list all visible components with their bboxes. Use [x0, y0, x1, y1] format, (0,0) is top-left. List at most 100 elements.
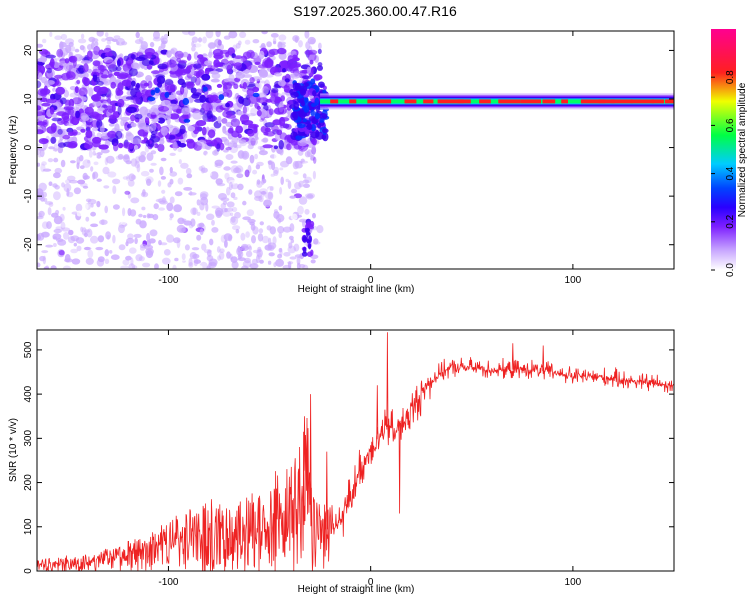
- heatmap-cell: [64, 138, 71, 143]
- heatmap-cell: [210, 189, 217, 193]
- heatmap-cell: [70, 160, 76, 164]
- heatmap-cell: [297, 109, 304, 118]
- heatmap-cell: [214, 207, 224, 217]
- heatmap-cell: [37, 234, 42, 241]
- heatmap-cell: [75, 203, 83, 212]
- heatmap-cell: [86, 228, 93, 238]
- heatmap-cell: [228, 31, 238, 39]
- heatmap-cell: [59, 213, 65, 222]
- heatmap-cell: [97, 235, 105, 243]
- heatmap-cell: [49, 106, 55, 115]
- heatmap-cell: [241, 150, 250, 160]
- heatmap-cell: [304, 208, 310, 215]
- heatmap-cell: [52, 183, 58, 188]
- heatmap-cell: [60, 97, 67, 105]
- heatmap-cell: [302, 118, 307, 123]
- heatmap-cell: [214, 38, 222, 48]
- heatmap-cell: [242, 51, 252, 60]
- heatmap-cell: [54, 80, 62, 87]
- heatmap-cell: [39, 97, 48, 103]
- heatmap-cell: [109, 250, 113, 254]
- heatmap-cell: [130, 114, 136, 122]
- heatmap-cell: [68, 229, 74, 236]
- heatmap-cell: [219, 248, 225, 253]
- heatmap-cell: [276, 47, 287, 55]
- heatmap-cell: [76, 210, 83, 217]
- heatmap-cell: [233, 83, 239, 90]
- heatmap-cell: [160, 41, 166, 50]
- heatmap-cell: [254, 61, 261, 66]
- heatmap-cell: [127, 233, 134, 240]
- heatmap-cell: [279, 167, 284, 171]
- heatmap-cell: [196, 139, 207, 146]
- heatmap-cell: [64, 58, 70, 64]
- heatmap-cell: [177, 147, 183, 153]
- heatmap-cell: [151, 118, 160, 123]
- heatmap-cell: [225, 51, 230, 58]
- heatmap-cell: [244, 39, 251, 45]
- heatmap-cell: [41, 250, 49, 254]
- heatmap-cell: [226, 89, 233, 98]
- heatmap-cell: [242, 82, 248, 90]
- heatmap-cell: [80, 128, 86, 133]
- heatmap-cell: [289, 235, 294, 240]
- heatmap-cell: [140, 191, 149, 198]
- heatmap-cell: [314, 97, 320, 106]
- heatmap-cell: [209, 238, 214, 246]
- heatmap-cell: [314, 112, 321, 120]
- heatmap-cell: [262, 137, 269, 143]
- heatmap-cell: [54, 74, 63, 79]
- heatmap-cell: [129, 209, 137, 217]
- heatmap-cell: [318, 42, 322, 50]
- heatmap-cell: [145, 176, 154, 184]
- heatmap-cell: [112, 185, 117, 194]
- heatmap-cell: [198, 222, 205, 228]
- heatmap-cell: [292, 35, 300, 42]
- heatmap-cell: [277, 43, 286, 49]
- heatmap-cell: [255, 164, 261, 170]
- heatmap-cell: [77, 179, 86, 185]
- heatmap-cell: [53, 228, 62, 234]
- heatmap-cell: [319, 118, 325, 123]
- heatmap-cell: [120, 116, 131, 121]
- heatmap-cell: [285, 156, 293, 165]
- heatmap-cell: [237, 183, 244, 191]
- heatmap-cell: [164, 91, 170, 98]
- heatmap-cell: [222, 85, 228, 93]
- heatmap-cell: [317, 62, 323, 67]
- heatmap-cell: [79, 45, 85, 51]
- heatmap-cell: [299, 160, 309, 164]
- heatmap-cell: [81, 203, 89, 211]
- heatmap-cell: [182, 132, 188, 139]
- heatmap-cell: [191, 36, 199, 43]
- heatmap-cell: [216, 143, 221, 152]
- heatmap-cell: [282, 226, 292, 233]
- heatmap-cell: [189, 190, 193, 196]
- heatmap-cell: [226, 64, 232, 74]
- heatmap-cell: [237, 40, 242, 46]
- heatmap-cell: [96, 178, 102, 182]
- heatmap-cell: [227, 127, 234, 134]
- heatmap-cell: [183, 220, 193, 226]
- heatmap-cell: [48, 202, 54, 207]
- heatmap-cell: [151, 70, 160, 75]
- heatmap-cell: [102, 100, 109, 105]
- heatmap-cell: [231, 261, 239, 269]
- heatmap-cell: [166, 112, 172, 120]
- heatmap-cell: [285, 108, 293, 115]
- heatmap-cell: [306, 194, 314, 200]
- heatmap-cell: [50, 122, 57, 133]
- heatmap-cell: [303, 104, 310, 113]
- heatmap-cell: [97, 64, 105, 71]
- heatmap-cell: [271, 161, 276, 171]
- y-tick-label: 100: [23, 518, 34, 535]
- colorbar-gradient: [711, 29, 736, 270]
- heatmap-cell: [268, 108, 274, 116]
- heatmap-cell: [317, 48, 322, 55]
- heatmap-cell: [297, 205, 304, 215]
- heatmap-cell: [225, 114, 236, 119]
- heatmap-cell: [170, 99, 178, 105]
- heatmap-cell: [279, 132, 288, 140]
- heatmap-cell: [131, 174, 137, 180]
- heatmap-cell: [210, 94, 219, 102]
